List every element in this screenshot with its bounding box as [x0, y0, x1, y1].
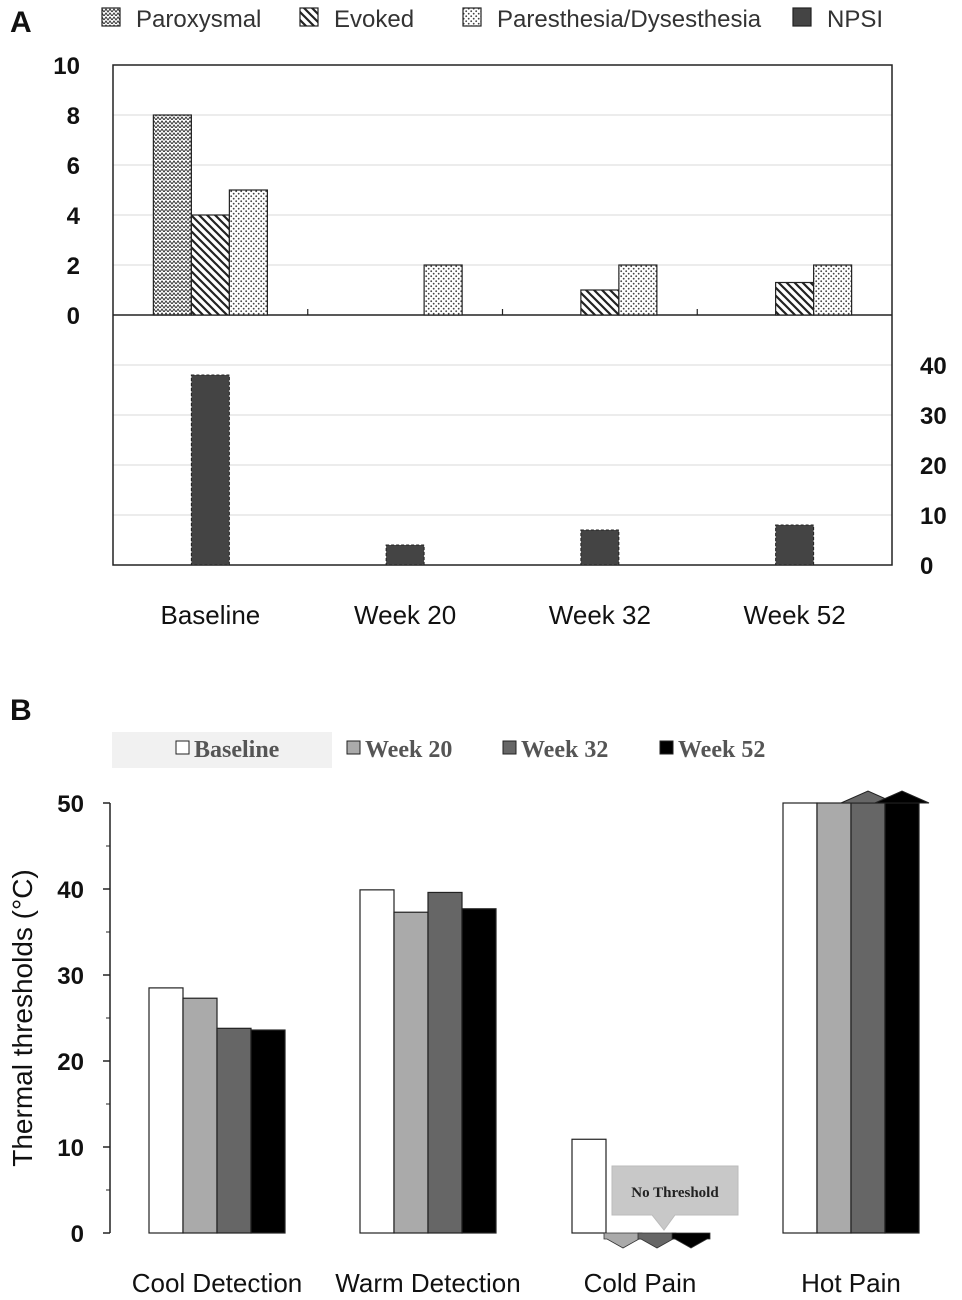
callout-box: [611, 1165, 739, 1231]
bar-paresthesia-dysesthesia-baseline: [228, 189, 268, 316]
bar-paroxysmal-baseline: [152, 114, 192, 316]
legend-label-paresthesia-dysesthesia: Paresthesia/Dysesthesia: [497, 6, 762, 33]
category-label-week-20: Week 20: [354, 600, 456, 630]
legend-swatch-paroxysmal: [101, 7, 121, 27]
legend-label-paroxysmal: Paroxysmal: [136, 6, 261, 33]
bar-week-20-cool-detection: [182, 997, 218, 1234]
legend-panel-a: Paroxysmal Evoked Paresthesia/Dysesthesia N…: [101, 6, 883, 33]
legend-panel-b: Baseline Week 20 Week 32 Week 52: [175, 737, 765, 763]
bar-baseline-hot-pain: [782, 802, 818, 1234]
category-labels-panel-a: Baseline Week 20 Week 32 Week 52: [161, 600, 846, 630]
category-label-warm-detection: Warm Detection: [335, 1268, 520, 1298]
bar-week-32-warm-detection: [427, 891, 463, 1234]
panel-letter-b: B: [10, 694, 32, 727]
y-left-tick-label: 10: [53, 53, 80, 80]
y-tick-label: 0: [71, 1221, 84, 1248]
category-label-baseline: Baseline: [161, 600, 261, 630]
callout-text: No Threshold: [631, 1185, 719, 1201]
legend-swatch-week-52: [659, 740, 674, 755]
bar-week-52-warm-detection: [461, 908, 497, 1234]
legend-label-week-52: Week 52: [678, 737, 765, 763]
y-left-tick-label: 8: [67, 103, 80, 130]
panel-letter-a: A: [10, 6, 32, 39]
y-tick-label: 30: [57, 963, 84, 990]
bars-panel-a: [152, 114, 853, 566]
legend-label-week-20: Week 20: [365, 737, 452, 763]
bar-npsi-week-52: [775, 524, 815, 566]
bar-week-20-hot-pain: [816, 802, 852, 1234]
bar-evoked-week-32: [580, 289, 620, 316]
bar-week-52-cool-detection: [250, 1029, 286, 1234]
category-label-week-52: Week 52: [744, 600, 846, 630]
y-tick-label: 40: [57, 877, 84, 904]
legend-label-evoked: Evoked: [334, 6, 414, 33]
y-right-tick-label: 30: [920, 403, 947, 430]
category-ticks-panel-a: [307, 309, 698, 315]
left-axis-ticks-panel-a: 0 2 4 6 8 10: [53, 53, 80, 330]
category-label-cool-detection: Cool Detection: [132, 1268, 303, 1298]
bar-week-20-warm-detection: [393, 911, 429, 1234]
bar-npsi-week-32: [580, 529, 620, 566]
category-label-week-32: Week 32: [549, 600, 651, 630]
bar-week-32-hot-pain: [850, 802, 886, 1234]
down-arrow-week-52: [671, 1232, 711, 1249]
y-tick-label: 20: [57, 1049, 84, 1076]
legend-swatch-baseline: [175, 740, 190, 755]
bar-week-52-hot-pain: [884, 802, 920, 1234]
bar-baseline-cool-detection: [148, 987, 184, 1234]
y-left-tick-label: 6: [67, 153, 80, 180]
y-right-tick-label: 40: [920, 353, 947, 380]
bar-baseline-cold-pain: [571, 1138, 607, 1234]
bar-baseline-warm-detection: [359, 889, 395, 1234]
y-axis-ticks-panel-b: 0 10 20 30 40 50: [57, 791, 110, 1248]
y-left-tick-label: 2: [67, 253, 80, 280]
legend-swatch-week-20: [346, 740, 361, 755]
no-threshold-callout: No Threshold: [611, 1165, 739, 1231]
y-tick-label: 10: [57, 1135, 84, 1162]
bars-panel-b: [148, 790, 930, 1249]
category-label-cold-pain: Cold Pain: [584, 1268, 697, 1298]
y-right-tick-label: 10: [920, 503, 947, 530]
legend-label-baseline: Baseline: [194, 737, 280, 763]
legend-background-panel-b: [112, 732, 332, 768]
legend-label-npsi: NPSI: [827, 6, 883, 33]
legend-label-week-32: Week 32: [521, 737, 608, 763]
legend-swatch-paresthesia-dysesthesia: [462, 7, 482, 27]
bar-evoked-baseline: [190, 214, 230, 316]
legend-swatch-npsi: [792, 7, 812, 27]
bar-npsi-baseline: [190, 374, 230, 566]
y-tick-label: 50: [57, 791, 84, 818]
legend-swatch-week-32: [502, 740, 517, 755]
bar-evoked-week-52: [775, 281, 815, 316]
bar-npsi-week-20: [385, 544, 425, 566]
down-arrow-week-32: [637, 1232, 677, 1249]
y-right-tick-label: 0: [920, 553, 933, 580]
y-left-tick-label: 0: [67, 303, 80, 330]
bar-paresthesia-dysesthesia-week-32: [618, 264, 658, 316]
right-axis-ticks-panel-a: 0 10 20 30 40: [920, 353, 947, 580]
bar-week-32-cool-detection: [216, 1027, 252, 1234]
legend-swatch-evoked: [299, 7, 319, 27]
y-right-tick-label: 20: [920, 453, 947, 480]
bar-paresthesia-dysesthesia-week-52: [813, 264, 853, 316]
bar-paresthesia-dysesthesia-week-20: [423, 264, 463, 316]
down-arrow-week-20: [603, 1232, 643, 1249]
up-arrow-week-52: [874, 790, 930, 804]
y-axis-label-panel-b: Thermal thresholds (°C): [7, 869, 38, 1167]
category-labels-panel-b: Cool Detection Warm Detection Cold Pain Hot…: [132, 1268, 901, 1298]
category-label-hot-pain: Hot Pain: [801, 1268, 901, 1298]
y-left-tick-label: 4: [67, 203, 81, 230]
